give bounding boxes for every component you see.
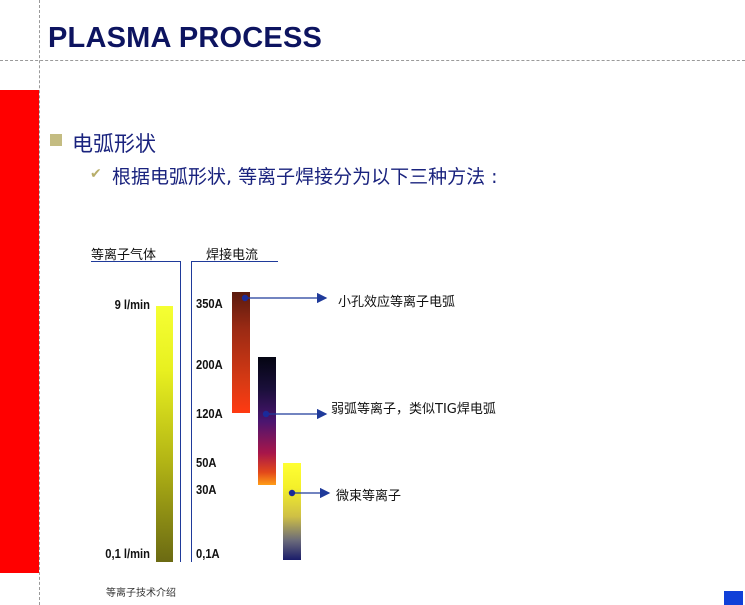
current-label-30a: 30A (196, 482, 217, 497)
sub-bullet-text: 根据电弧形状, 等离子焊接分为以下三种方法 : (112, 166, 498, 188)
micro-arrow (288, 487, 331, 499)
current-label-0-1a: 0,1A (196, 546, 220, 561)
left-guide-line (39, 0, 40, 605)
current-column-header: 焊接电流 (206, 248, 259, 263)
keyhole-arrow (241, 292, 328, 304)
soft-callout: 弱弧等离子，类似TIG焊电弧 (331, 402, 496, 417)
gas-min-label: 0,1 l/min (105, 546, 150, 561)
micro-plasma-bar (283, 463, 301, 560)
corner-marker (724, 591, 743, 605)
soft-arrow (262, 408, 328, 420)
gas-axis-line (180, 261, 181, 562)
check-bullet-icon: ✔ (90, 166, 102, 182)
soft-plasma-bar (258, 357, 276, 485)
slide-title: PLASMA PROCESS (48, 22, 323, 54)
micro-callout: 微束等离子 (336, 489, 402, 504)
current-label-200a: 200A (196, 357, 223, 372)
footer-text: 等离子技术介绍 (106, 588, 176, 599)
current-header-underline (191, 261, 278, 262)
current-label-120a: 120A (196, 406, 223, 421)
left-accent-bar (0, 90, 39, 573)
current-label-350a: 350A (196, 296, 223, 311)
current-label-50a: 50A (196, 455, 217, 470)
title-divider (0, 60, 745, 61)
gas-column-header: 等离子气体 (91, 248, 157, 263)
bullet-text: 电弧形状 (72, 132, 156, 156)
keyhole-plasma-bar (232, 292, 250, 413)
gas-header-underline (91, 261, 180, 262)
keyhole-callout: 小孔效应等离子电弧 (338, 295, 456, 310)
square-bullet-icon (50, 134, 62, 146)
gas-max-label: 9 l/min (114, 297, 150, 312)
current-axis-line (191, 261, 192, 562)
gas-flow-gradient-bar (156, 306, 173, 562)
